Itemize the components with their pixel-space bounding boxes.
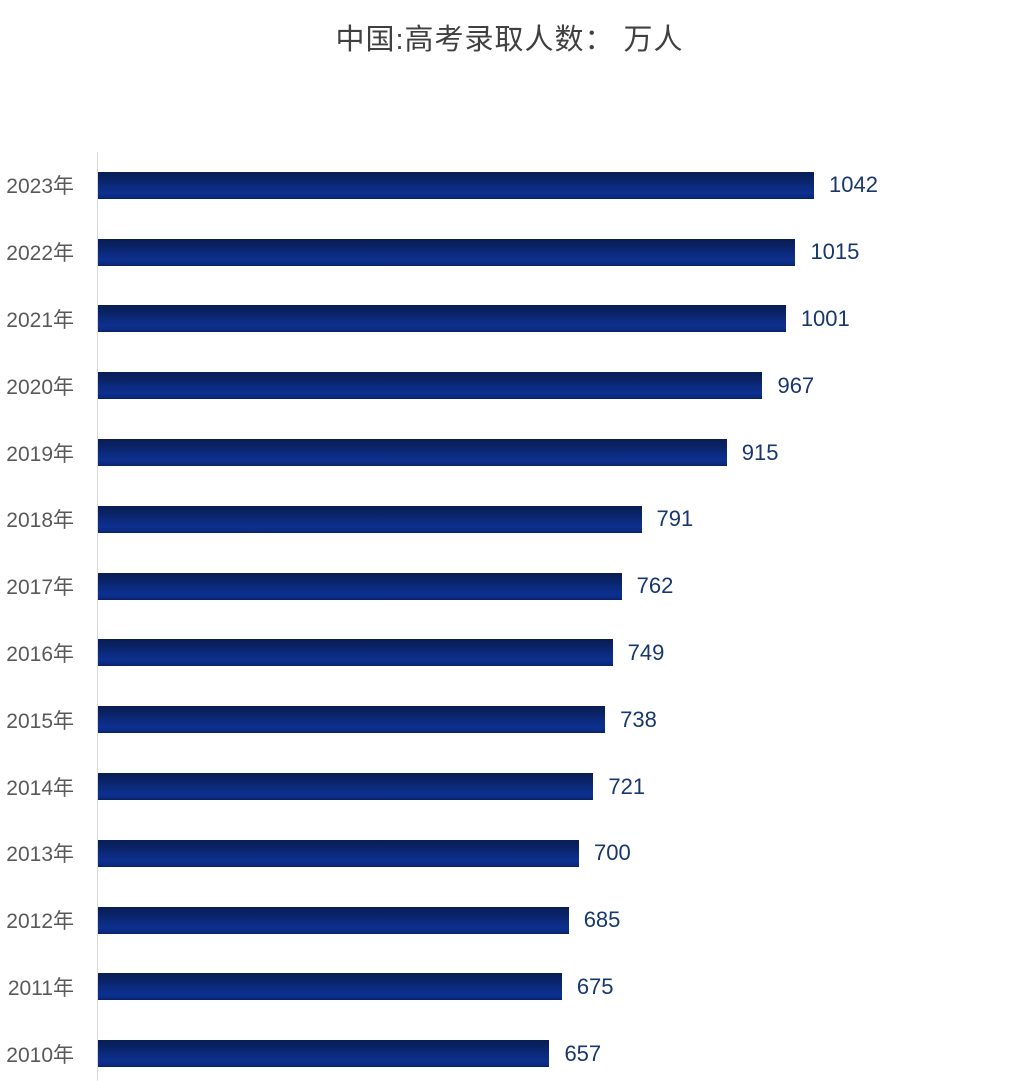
bar-track: 1015 — [86, 238, 1019, 266]
bar-track: 721 — [86, 773, 1019, 801]
bar — [98, 639, 613, 667]
category-label: 2017年 — [6, 576, 74, 600]
bar-row: 2021年 1001 — [0, 286, 1019, 353]
category-label: 2012年 — [6, 910, 74, 934]
bar — [98, 706, 606, 734]
category-label: 2016年 — [6, 642, 74, 666]
bar-row: 2018年 791 — [0, 486, 1019, 553]
bar — [98, 305, 786, 333]
value-label: 762 — [636, 573, 674, 599]
category-label: 2021年 — [6, 308, 74, 332]
bar — [98, 773, 594, 801]
bar — [98, 973, 562, 1001]
bar-row: 2019年 915 — [0, 419, 1019, 486]
bar-track: 700 — [86, 839, 1019, 867]
bar-row: 2010年 657 — [0, 1020, 1019, 1081]
bar-rows: 2023年 1042 2022年 1015 2021年 1001 2020年 967 2019年… — [0, 152, 1019, 1081]
bar — [98, 839, 579, 867]
bar — [98, 372, 763, 400]
bar-track: 749 — [86, 639, 1019, 667]
bar — [98, 572, 622, 600]
value-label: 738 — [620, 706, 657, 732]
bar — [98, 439, 727, 467]
bar — [98, 505, 642, 533]
bar-track: 1001 — [86, 305, 1019, 333]
bar-track: 738 — [86, 706, 1019, 734]
bar-row: 2016年 749 — [0, 620, 1019, 687]
bar-row: 2012年 685 — [0, 887, 1019, 954]
plot-area: 2023年 1042 2022年 1015 2021年 1001 2020年 967 2019年… — [0, 152, 1019, 1081]
bar-track: 1042 — [86, 171, 1019, 199]
bar — [98, 238, 796, 266]
bar-track: 762 — [86, 572, 1019, 600]
value-label: 675 — [576, 973, 614, 999]
category-label: 2015年 — [6, 709, 74, 733]
category-label: 2020年 — [6, 375, 74, 399]
bar — [98, 171, 814, 199]
bar-track: 685 — [86, 906, 1019, 934]
category-label: 2011年 — [7, 976, 74, 1000]
bar-row: 2020年 967 — [0, 352, 1019, 419]
category-label: 2018年 — [6, 509, 74, 533]
value-label: 1001 — [800, 305, 850, 331]
value-label: 1042 — [829, 172, 878, 198]
bar-row: 2015年 738 — [0, 686, 1019, 753]
category-label: 2010年 — [6, 1043, 74, 1067]
category-label: 2022年 — [6, 242, 74, 266]
value-label: 700 — [593, 840, 631, 866]
chart-title: 中国:高考录取人数： 万人 — [335, 24, 684, 56]
bar-row: 2023年 1042 — [0, 152, 1019, 219]
value-label: 721 — [608, 773, 646, 799]
bar-row: 2013年 700 — [0, 820, 1019, 887]
bar-track: 915 — [86, 439, 1019, 467]
bar-track: 791 — [86, 505, 1019, 533]
bar-row: 2017年 762 — [0, 553, 1019, 620]
bar-row: 2022年 1015 — [0, 219, 1019, 286]
bar-track: 675 — [86, 973, 1019, 1001]
category-label: 2014年 — [6, 776, 74, 800]
value-label: 967 — [777, 372, 815, 398]
bar-track: 967 — [86, 372, 1019, 400]
value-label: 657 — [564, 1040, 602, 1066]
bar-row: 2011年 675 — [0, 954, 1019, 1021]
value-label: 685 — [583, 907, 621, 933]
value-label: 791 — [656, 506, 694, 532]
value-label: 915 — [741, 439, 779, 465]
y-axis-line — [97, 152, 98, 1081]
category-label: 2019年 — [6, 442, 74, 466]
category-label: 2013年 — [6, 843, 74, 867]
bar — [98, 906, 569, 934]
bar-track: 657 — [86, 1040, 1019, 1068]
value-label: 1015 — [810, 239, 860, 265]
bar-row: 2014年 721 — [0, 753, 1019, 820]
bar — [98, 1040, 550, 1068]
category-label: 2023年 — [6, 175, 74, 199]
value-label: 749 — [627, 639, 665, 665]
